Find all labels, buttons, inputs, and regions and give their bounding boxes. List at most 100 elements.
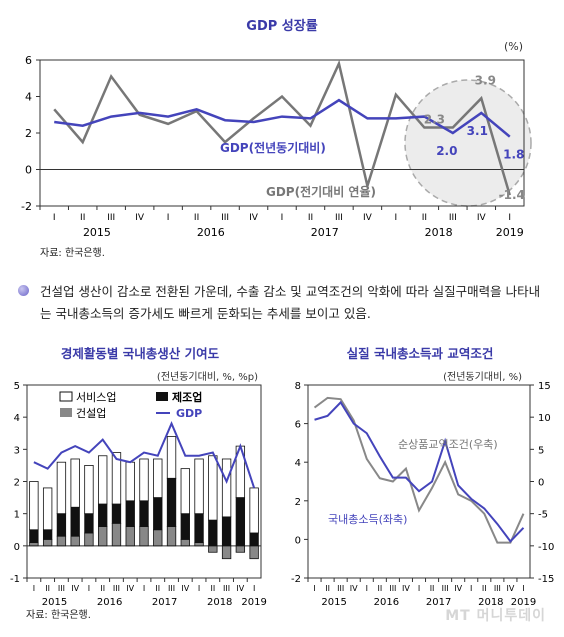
x-tick-label: IV xyxy=(126,584,134,593)
bar-segment xyxy=(180,513,190,540)
bar-segment xyxy=(125,500,135,527)
chart-title: 경제활동별 국내총생산 기여도 xyxy=(61,346,220,361)
series-label-qoq: GDP(전기대비 연율) xyxy=(266,184,376,199)
y-tick-label: 3 xyxy=(14,445,20,456)
series-label-gdi: 국내총소득(좌축) xyxy=(328,513,407,526)
x-tick-label: IV xyxy=(135,213,145,223)
bar-segment xyxy=(42,538,53,547)
bar-segment xyxy=(111,503,122,524)
x-tick-label: II xyxy=(422,213,427,223)
x-tick-label: IV xyxy=(506,584,514,593)
watermark-logo: MT 머니투데이 xyxy=(445,608,546,624)
bar-segment xyxy=(56,461,67,515)
x-tick-label: I xyxy=(143,584,145,593)
y-tick-label: -1 xyxy=(10,574,20,585)
legend-swatch-construction xyxy=(60,408,72,417)
x-tick-label: I xyxy=(198,584,200,593)
y-tick-label: 0 xyxy=(25,164,32,177)
bar-segment xyxy=(208,455,218,521)
bar-segment xyxy=(84,532,94,547)
bar-segment xyxy=(180,538,190,547)
y-tick-label: 5 xyxy=(14,381,20,392)
bar-segment xyxy=(125,461,135,502)
legend-label-construction: 건설업 xyxy=(76,407,106,420)
unit-label: (전년동기대비, %, %p) xyxy=(157,371,258,383)
bar-segment xyxy=(153,458,163,498)
x-tick-label: III xyxy=(389,584,396,593)
y-tick-label-right: 10 xyxy=(538,413,551,424)
y-tick-label-right: 0 xyxy=(538,478,544,489)
year-label: 2017 xyxy=(311,226,339,239)
bar-segment xyxy=(139,458,149,502)
bar-segment xyxy=(249,545,259,560)
unit-label: (전년동기대비, %) xyxy=(443,371,522,383)
y-tick-label-right: -10 xyxy=(538,542,554,553)
chart-title: GDP 성장률 xyxy=(246,18,317,34)
x-tick-label: I xyxy=(167,213,170,223)
y-tick-label: 4 xyxy=(14,413,20,424)
bar-segment xyxy=(29,481,39,531)
legend-label-services: 서비스업 xyxy=(76,391,116,404)
x-tick-label: IV xyxy=(71,584,79,593)
y-tick-label-right: -5 xyxy=(538,510,548,521)
x-tick-label: III xyxy=(449,213,457,223)
year-label: 2019 xyxy=(511,597,536,608)
bar-segment xyxy=(139,500,149,527)
summary-bullet: 건설업 생산이 감소로 전환된 가운데, 수출 감소 및 교역조건의 악화에 따… xyxy=(18,281,548,325)
x-tick-label: II xyxy=(377,584,382,593)
x-tick-label: III xyxy=(494,584,501,593)
x-tick-label: II xyxy=(45,584,50,593)
bar-segment xyxy=(111,452,122,505)
x-tick-label: III xyxy=(107,213,115,223)
y-tick-label-left: 0 xyxy=(295,535,301,546)
year-label: 2019 xyxy=(496,226,524,239)
x-tick-label: I xyxy=(88,584,90,593)
y-tick-label-right: 5 xyxy=(538,445,544,456)
year-label: 2015 xyxy=(42,597,67,608)
x-tick-label: II xyxy=(155,584,160,593)
bar-segment xyxy=(84,465,94,515)
unit-label: (%) xyxy=(504,40,523,53)
data-label: 1.8 xyxy=(503,148,524,162)
data-label: 2.0 xyxy=(436,144,457,158)
x-tick-label: IV xyxy=(454,584,462,593)
bar-segment xyxy=(70,506,80,537)
y-tick-label-right: 15 xyxy=(538,381,551,392)
bar-segment xyxy=(42,487,53,531)
y-tick-label: 2 xyxy=(14,478,20,489)
y-tick-label-left: -2 xyxy=(291,574,301,585)
y-tick-label: 6 xyxy=(25,54,32,67)
y-tick-label: -2 xyxy=(21,200,32,213)
x-tick-label: III xyxy=(113,584,120,593)
year-label: 2017 xyxy=(426,597,451,608)
bar-segment xyxy=(29,529,39,544)
bar-segment xyxy=(70,535,80,547)
bar-segment xyxy=(139,526,149,547)
year-label: 2016 xyxy=(197,226,225,239)
x-tick-label: I xyxy=(33,584,35,593)
x-tick-label: I xyxy=(418,584,420,593)
bar-segment xyxy=(166,526,177,547)
bar-segment xyxy=(221,458,232,518)
bar-segment xyxy=(29,542,39,547)
bar-segment xyxy=(194,513,204,544)
series-line xyxy=(33,421,256,489)
x-tick-label: III xyxy=(337,584,344,593)
gdi-terms-of-trade-chart: 실질 국내총소득과 교역조건 (전년동기대비, %) -2 0 2 4 6 8 -15 -1… xyxy=(291,346,554,608)
bar-segment xyxy=(235,545,246,553)
bullet-icon xyxy=(18,285,29,296)
y-tick-label: 4 xyxy=(25,91,32,104)
bar-segment xyxy=(56,535,67,547)
legend-swatch-manufacturing xyxy=(156,392,168,401)
bar-segment xyxy=(249,532,259,547)
x-tick-label: III xyxy=(221,213,229,223)
x-tick-label: III xyxy=(223,584,230,593)
x-tick-label: II xyxy=(325,584,330,593)
bar-segment xyxy=(180,468,190,515)
gdp-contribution-chart: 경제활동별 국내총생산 기여도 (전년동기대비, %, %p) -1 0 1 2 3 4 5… xyxy=(10,346,267,608)
bar-segment xyxy=(166,477,177,527)
x-tick-label: I xyxy=(508,213,511,223)
bar-segment xyxy=(194,458,204,515)
data-label: -1.4 xyxy=(499,188,525,202)
y-tick-label-right: -15 xyxy=(538,574,554,585)
